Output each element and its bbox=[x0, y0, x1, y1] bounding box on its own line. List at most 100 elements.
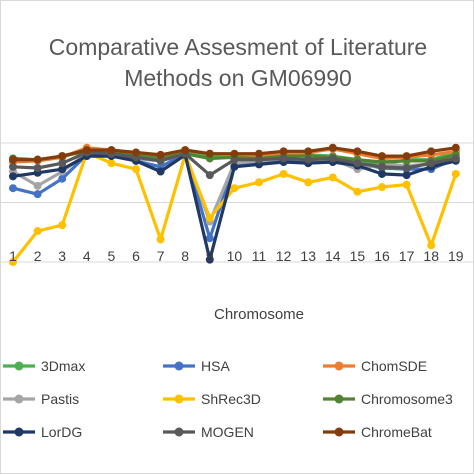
legend-item-3dmax: 3Dmax bbox=[3, 358, 85, 374]
data-point-hsa-1 bbox=[9, 184, 17, 193]
data-point-hsa-9 bbox=[205, 234, 214, 243]
data-point-shrec3d-3 bbox=[58, 221, 67, 230]
data-point-chromebat-6 bbox=[132, 148, 140, 157]
data-point-shrec3d-16 bbox=[378, 183, 386, 192]
data-point-mogen-19 bbox=[451, 154, 460, 163]
data-point-chromebat-2 bbox=[33, 155, 42, 164]
x-tick-label-5: 5 bbox=[108, 248, 116, 264]
data-point-chromebat-18 bbox=[427, 147, 436, 156]
legend-item-hsa: HSA bbox=[163, 358, 230, 374]
data-point-mogen-2 bbox=[33, 163, 42, 172]
legend-label-mogen: MOGEN bbox=[201, 424, 254, 440]
data-point-mogen-15 bbox=[353, 159, 362, 168]
data-point-shrec3d-15 bbox=[353, 187, 362, 196]
x-tick-label-3: 3 bbox=[58, 248, 66, 264]
legend-label-lordg: LorDG bbox=[41, 424, 82, 440]
data-point-chromebat-10 bbox=[230, 149, 239, 158]
data-point-lordg-10 bbox=[230, 162, 239, 171]
x-tick-label-1: 1 bbox=[9, 248, 17, 264]
data-point-lordg-7 bbox=[156, 167, 165, 176]
x-tick-label-12: 12 bbox=[276, 248, 292, 264]
legend-swatch-marker bbox=[174, 427, 184, 437]
legend-swatch-marker bbox=[174, 394, 184, 404]
legend-label-hsa: HSA bbox=[201, 358, 230, 374]
data-point-mogen-3 bbox=[58, 159, 67, 168]
data-point-mogen-9 bbox=[205, 171, 214, 180]
legend-swatch-marker bbox=[174, 361, 184, 371]
x-tick-labels: 1 2 3 4 5 6 7 8 9 10 11 12 13 14 15 16 17 18 19 bbox=[9, 248, 464, 264]
chart-title-line-2: Methods on GM06990 bbox=[124, 65, 352, 91]
data-point-chromebat-3 bbox=[58, 152, 67, 161]
x-tick-label-14: 14 bbox=[325, 248, 341, 264]
data-point-chromebat-11 bbox=[255, 149, 263, 158]
data-point-shrec3d-13 bbox=[304, 178, 313, 187]
x-tick-label-2: 2 bbox=[34, 248, 42, 264]
legend-swatch-marker bbox=[334, 394, 344, 404]
data-point-lordg-17 bbox=[402, 171, 411, 180]
data-point-chromebat-16 bbox=[378, 152, 386, 161]
legend-label-chromosome3: Chromosome3 bbox=[361, 391, 453, 407]
gridlines bbox=[1, 142, 474, 263]
data-point-shrec3d-2 bbox=[33, 227, 42, 236]
data-point-mogen-18 bbox=[427, 159, 436, 168]
data-point-chromebat-9 bbox=[205, 149, 214, 158]
legend-item-chromebat: ChromeBat bbox=[323, 424, 432, 440]
legend-item-pastis: Pastis bbox=[3, 391, 79, 407]
series-chromebat bbox=[9, 143, 460, 164]
legend-swatch-marker bbox=[14, 427, 24, 437]
data-point-chromebat-7 bbox=[156, 150, 165, 159]
x-tick-label-13: 13 bbox=[300, 248, 316, 264]
data-point-chromebat-1 bbox=[9, 155, 17, 164]
data-point-shrec3d-14 bbox=[328, 173, 337, 182]
data-point-lordg-16 bbox=[378, 169, 386, 178]
x-tick-label-19: 19 bbox=[448, 248, 464, 264]
data-point-lordg-1 bbox=[9, 172, 17, 181]
data-point-shrec3d-9 bbox=[205, 213, 214, 222]
legend-item-lordg: LorDG bbox=[3, 424, 82, 440]
data-point-shrec3d-5 bbox=[107, 159, 116, 168]
data-point-mogen-1 bbox=[9, 162, 17, 171]
chart-title-line-1: Comparative Assesment of Literature bbox=[49, 34, 427, 60]
x-tick-label-4: 4 bbox=[83, 248, 91, 264]
data-point-mogen-16 bbox=[378, 162, 386, 171]
data-point-chromebat-8 bbox=[181, 146, 190, 155]
data-point-shrec3d-10 bbox=[230, 184, 239, 193]
data-point-chromebat-12 bbox=[279, 147, 288, 156]
data-point-mogen-12 bbox=[279, 154, 288, 163]
x-tick-label-16: 16 bbox=[374, 248, 390, 264]
x-tick-label-9: 9 bbox=[206, 248, 214, 264]
data-point-chromebat-17 bbox=[402, 152, 411, 161]
data-point-shrec3d-12 bbox=[279, 169, 288, 178]
x-tick-label-11: 11 bbox=[252, 248, 267, 264]
x-axis-label: Chromosome bbox=[214, 306, 304, 323]
legend-item-chomsde: ChomSDE bbox=[323, 358, 427, 374]
data-point-mogen-17 bbox=[402, 163, 411, 172]
data-point-chromebat-5 bbox=[107, 146, 116, 155]
data-point-chromebat-15 bbox=[353, 147, 362, 156]
legend-item-chromosome3: Chromosome3 bbox=[323, 391, 453, 407]
data-point-shrec3d-7 bbox=[156, 235, 165, 244]
x-tick-label-17: 17 bbox=[399, 248, 415, 264]
data-point-shrec3d-18 bbox=[427, 241, 436, 250]
legend-swatch-marker bbox=[14, 361, 24, 371]
legend-swatch-marker bbox=[334, 427, 344, 437]
x-tick-label-15: 15 bbox=[350, 248, 366, 264]
legend-swatch-marker bbox=[14, 394, 24, 404]
data-point-mogen-7 bbox=[156, 156, 165, 165]
series-lines bbox=[9, 143, 460, 266]
data-point-chromebat-4 bbox=[82, 146, 91, 155]
legend-swatch-marker bbox=[334, 361, 344, 371]
data-point-lordg-3 bbox=[58, 165, 67, 174]
data-point-shrec3d-1 bbox=[9, 258, 17, 266]
data-point-shrec3d-17 bbox=[402, 180, 411, 189]
data-point-mogen-11 bbox=[255, 155, 263, 164]
data-point-shrec3d-11 bbox=[255, 178, 263, 187]
legend-label-chomsde: ChomSDE bbox=[361, 358, 427, 374]
legend-label-shrec3d: ShRec3D bbox=[201, 391, 261, 407]
legend-item-mogen: MOGEN bbox=[163, 424, 254, 440]
legend-label-chromebat: ChromeBat bbox=[361, 424, 432, 440]
x-tick-label-10: 10 bbox=[227, 248, 243, 264]
data-point-mogen-10 bbox=[230, 155, 239, 164]
